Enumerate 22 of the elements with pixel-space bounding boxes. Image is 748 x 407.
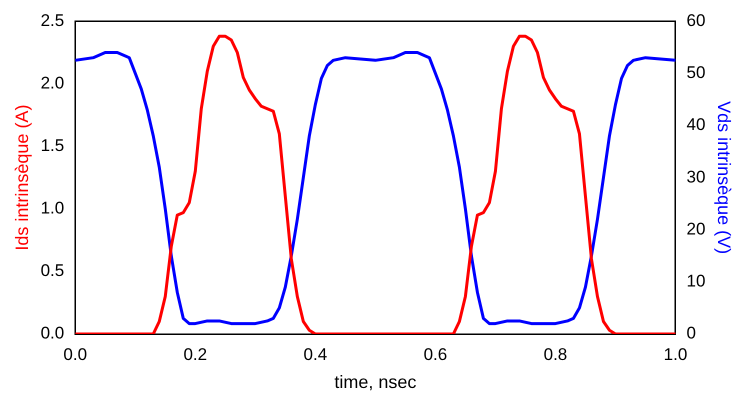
y-tick-label: 2.5 [40, 10, 64, 30]
x-tick-label: 0.6 [424, 344, 448, 364]
x-tick-label: 0.4 [304, 344, 328, 364]
y-tick-label: 0.5 [40, 261, 64, 280]
y2-tick-label: 50 [686, 63, 706, 82]
y2-tick-label: 40 [686, 115, 706, 134]
y2-tick-label: 30 [686, 167, 706, 186]
y2-tick-label: 10 [686, 272, 706, 291]
y-tick-label: 1.0 [40, 198, 64, 218]
x-tick-label: 0.8 [544, 344, 568, 364]
y-tick-label: 0.0 [40, 324, 64, 343]
y2-tick-label: 60 [686, 10, 706, 30]
x-tick-label: 0.0 [63, 344, 88, 364]
y-tick-label: 1.5 [40, 136, 64, 156]
y-tick-label: 2.0 [40, 73, 64, 92]
y2-tick-label: 20 [686, 219, 706, 238]
x-tick-label: 0.2 [183, 344, 208, 364]
y2-axis-title: Vds intrinsèque (V) [714, 101, 734, 254]
y-axis-title: Ids intrinsèque (A) [12, 104, 32, 251]
y2-tick-label: 0 [686, 324, 696, 343]
x-tick-label: 1.0 [664, 344, 688, 364]
x-axis-title: time, nsec [334, 372, 416, 392]
